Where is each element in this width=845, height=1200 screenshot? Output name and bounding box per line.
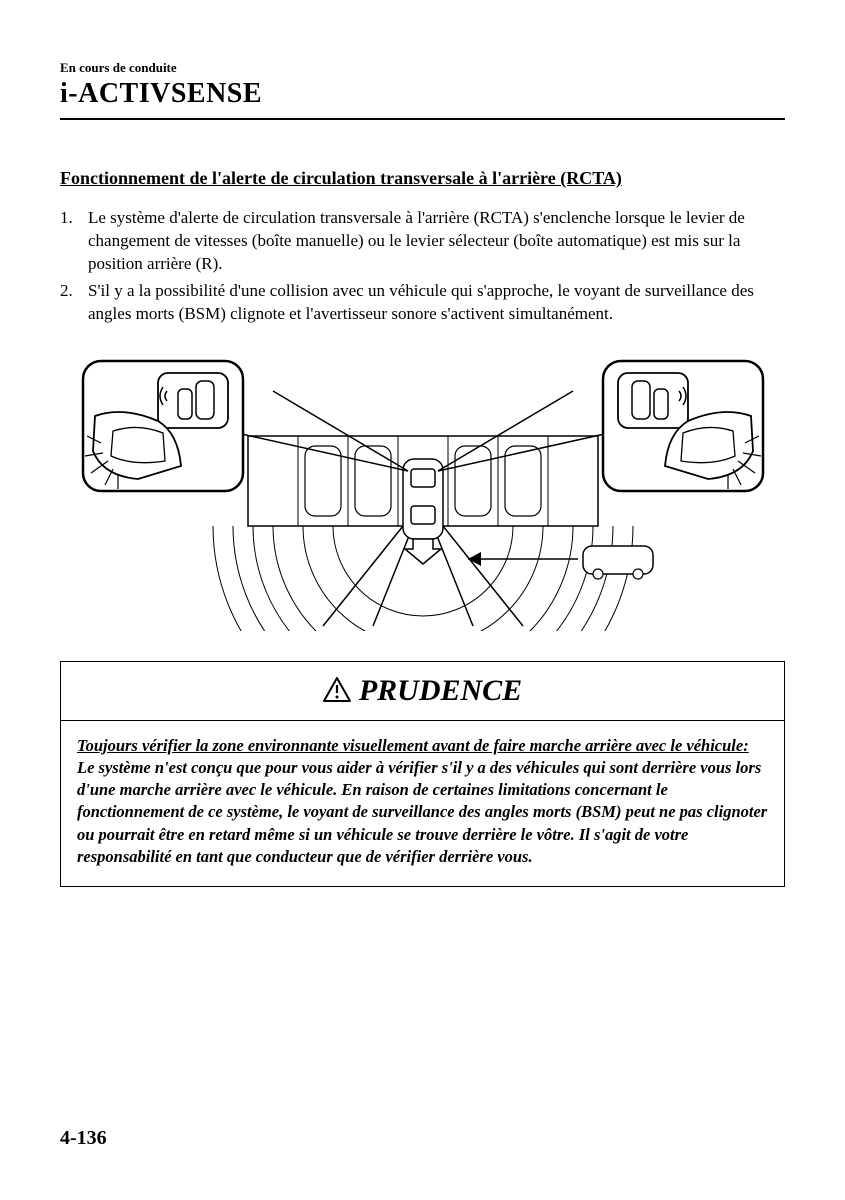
rcta-diagram	[73, 351, 773, 631]
caution-box: PRUDENCE Toujours vérifier la zone envir…	[60, 661, 785, 888]
numbered-list: 1. Le système d'alerte de circulation tr…	[60, 207, 785, 326]
page-number: 4-136	[60, 1127, 107, 1150]
list-number: 2.	[60, 280, 88, 326]
list-text: S'il y a la possibilité d'une collision …	[88, 280, 785, 326]
section-subtitle: Fonctionnement de l'alerte de circulatio…	[60, 168, 785, 189]
list-number: 1.	[60, 207, 88, 276]
diagram-svg	[73, 351, 773, 631]
list-text: Le système d'alerte de circulation trans…	[88, 207, 785, 276]
caution-text: Le système n'est conçu que pour vous aid…	[77, 758, 767, 866]
breadcrumb: En cours de conduite	[60, 60, 785, 76]
warning-icon	[323, 677, 351, 702]
caution-body: Toujours vérifier la zone environnante v…	[61, 721, 784, 887]
caution-label: PRUDENCE	[359, 674, 522, 707]
caution-lead: Toujours vérifier la zone environnante v…	[77, 736, 749, 755]
list-item: 1. Le système d'alerte de circulation tr…	[60, 207, 785, 276]
list-item: 2. S'il y a la possibilité d'une collisi…	[60, 280, 785, 326]
caution-header: PRUDENCE	[61, 662, 784, 721]
page-title: i-ACTIVSENSE	[60, 78, 785, 120]
